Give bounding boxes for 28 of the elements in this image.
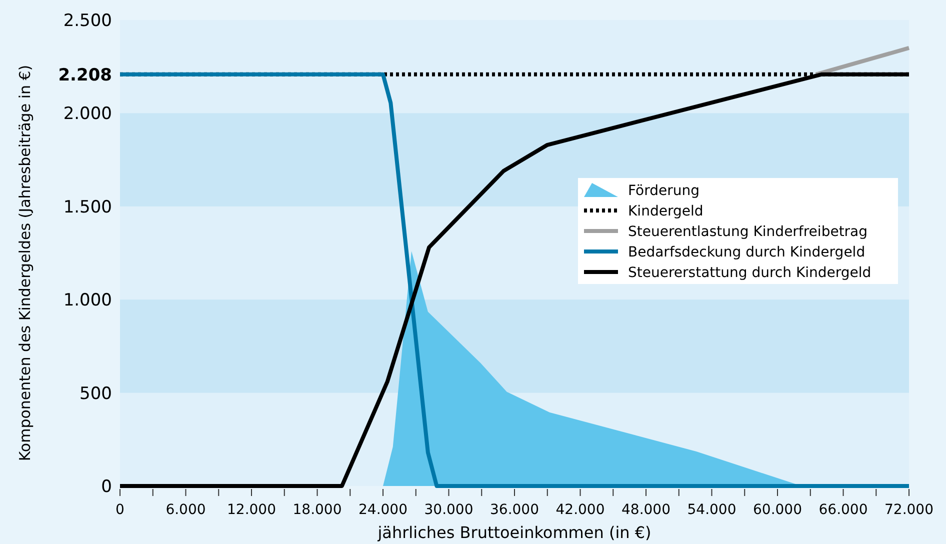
legend-label: Kindergeld [628, 203, 704, 220]
y-tick-label: 2.000 [63, 104, 112, 124]
y-tick-label: 2.500 [63, 10, 112, 31]
x-tick-label: 12.000 [227, 502, 276, 518]
x-tick-label: 36.000 [490, 502, 539, 518]
x-tick-label: 42.000 [556, 502, 605, 518]
y-tick-label: 1.000 [63, 290, 112, 311]
y-tick-label: 0 [101, 476, 112, 497]
x-tick-label: 24.000 [358, 502, 408, 518]
legend-label: Förderung [628, 182, 700, 199]
line-series [118, 72, 911, 488]
y-tick-label: 1.500 [63, 197, 112, 218]
x-tick-label: 48.000 [622, 502, 670, 518]
x-axis-title: jährliches Bruttoeinkommen (in €) [376, 523, 652, 542]
x-tick-label: 0 [116, 502, 124, 518]
legend-label: Steuererstattung durch Kindergeld [628, 264, 872, 281]
y-axis-title: Komponenten des Kindergeldes (Jahresbeiträge in €) [16, 64, 34, 462]
x-tick-label: 18.000 [292, 502, 342, 518]
y-tick-label: 500 [80, 384, 112, 404]
x-tick-label: 60.000 [753, 502, 802, 518]
x-tick-label: 72.000 [884, 502, 934, 518]
y-tick-label: 2.208 [58, 65, 112, 86]
x-tick-label: 30.000 [424, 502, 474, 518]
legend-label: Steuerentlastung Kinderfreibetrag [628, 224, 868, 240]
x-tick-label: 54.000 [687, 502, 736, 518]
x-tick-label: 6.000 [166, 502, 206, 518]
x-tick-label: 66.000 [818, 502, 868, 518]
legend-label: Bedarfsdeckung durch Kindergeld [628, 244, 866, 260]
